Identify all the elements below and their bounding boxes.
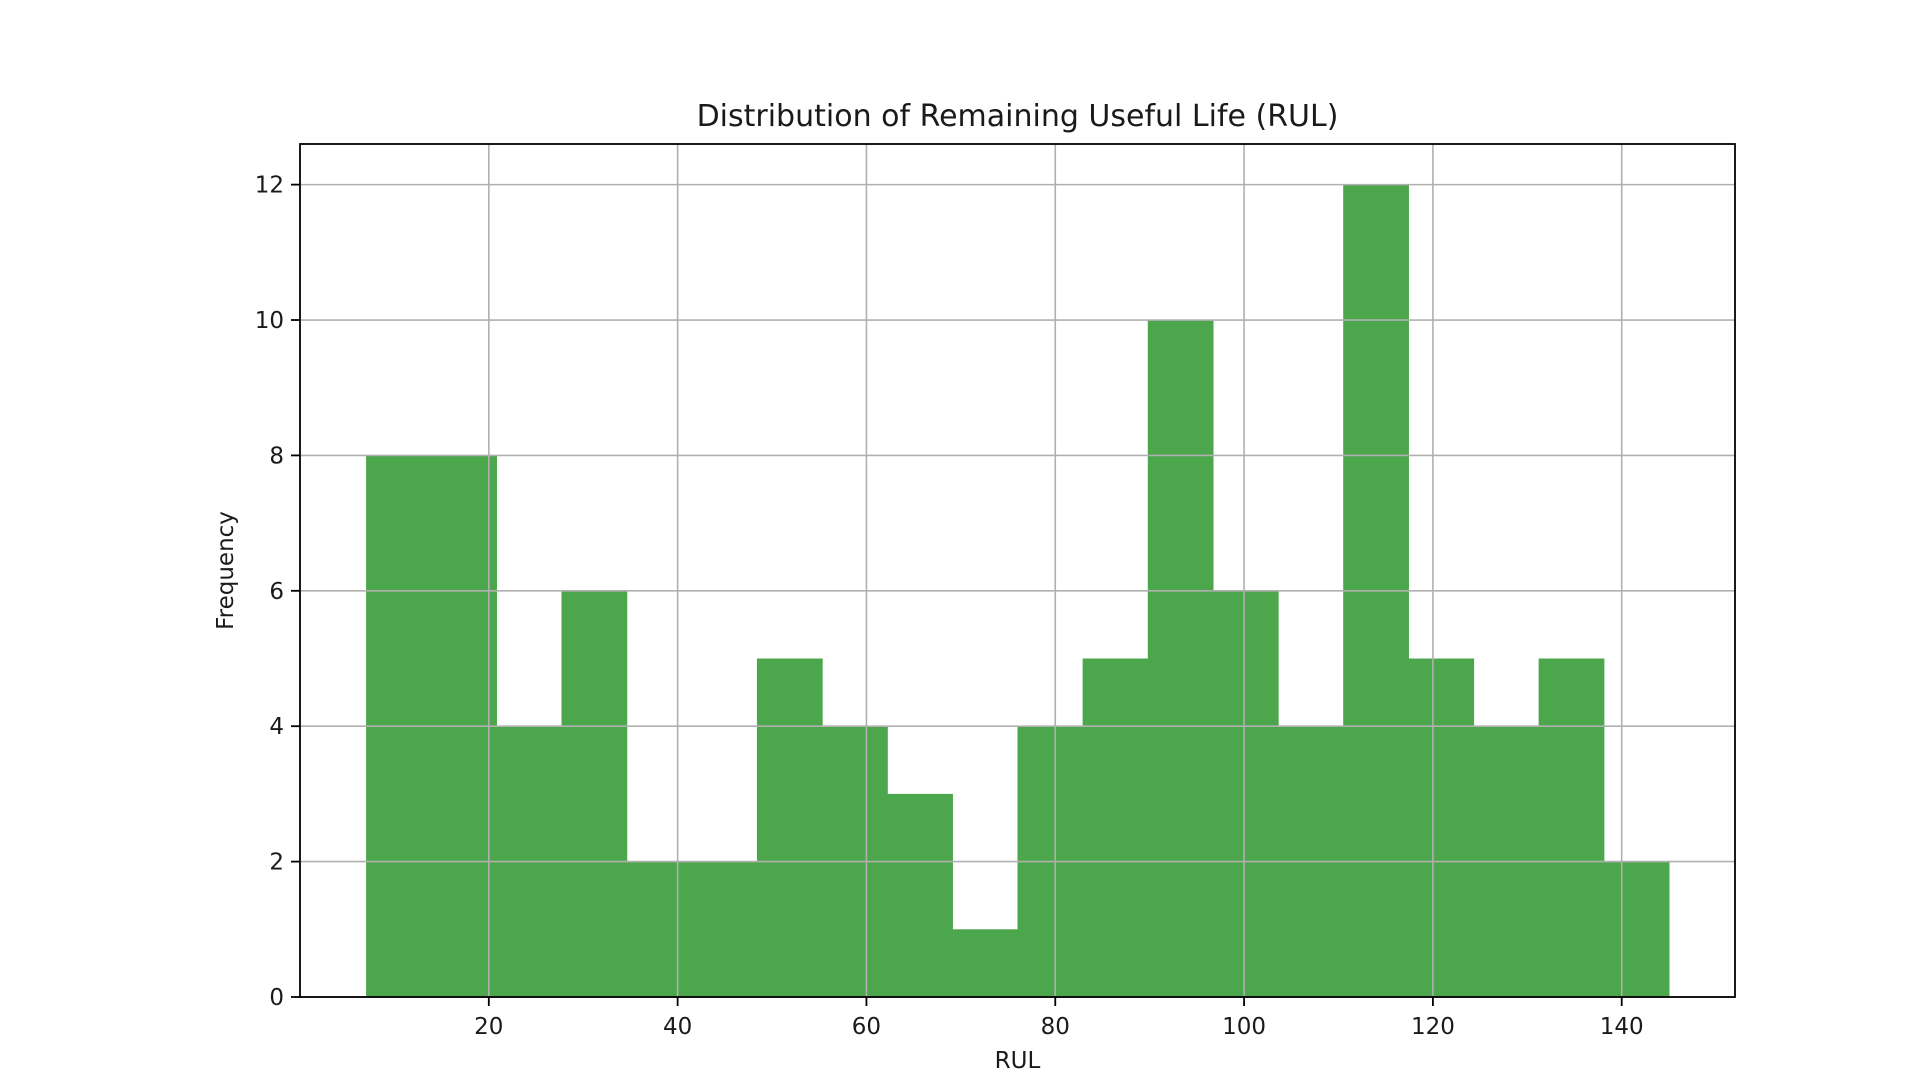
y-tick-label: 2 bbox=[269, 850, 284, 876]
histogram-bar bbox=[1147, 320, 1214, 997]
x-axis-ticks: 20 40 60 80 100 120 140 bbox=[474, 997, 1644, 1040]
x-axis-label: RUL bbox=[995, 1048, 1041, 1074]
y-tick-label: 4 bbox=[269, 714, 284, 740]
histogram-bar bbox=[952, 929, 1019, 997]
plot-frame bbox=[299, 143, 1736, 998]
histogram-bar bbox=[1603, 861, 1670, 997]
x-tick-label: 20 bbox=[474, 1014, 503, 1040]
histogram-bar bbox=[1082, 658, 1149, 997]
histogram-bar bbox=[626, 861, 693, 997]
histogram-bar bbox=[1408, 658, 1475, 997]
y-tick-label: 8 bbox=[269, 443, 284, 469]
histogram-bar bbox=[561, 590, 628, 997]
y-tick-label: 0 bbox=[269, 985, 284, 1011]
x-tick-label: 80 bbox=[1041, 1014, 1070, 1040]
x-tick-label: 40 bbox=[663, 1014, 692, 1040]
y-tick-label: 10 bbox=[255, 308, 284, 334]
y-tick-label: 6 bbox=[269, 579, 284, 605]
x-tick-label: 100 bbox=[1222, 1014, 1266, 1040]
x-tick-label: 140 bbox=[1600, 1014, 1644, 1040]
x-tick-label: 120 bbox=[1411, 1014, 1455, 1040]
x-tick-label: 60 bbox=[852, 1014, 881, 1040]
y-axis-label: Frequency bbox=[213, 511, 239, 630]
histogram-bar bbox=[1212, 590, 1279, 997]
chart-title: Distribution of Remaining Useful Life (R… bbox=[697, 99, 1339, 134]
y-tick-label: 12 bbox=[255, 173, 284, 199]
histogram-bar bbox=[1538, 658, 1605, 997]
histogram-bar bbox=[691, 861, 758, 997]
histogram-bar bbox=[887, 793, 953, 997]
y-axis-ticks: 0 2 4 6 8 10 12 bbox=[255, 173, 300, 1011]
histogram-bar bbox=[756, 658, 823, 997]
